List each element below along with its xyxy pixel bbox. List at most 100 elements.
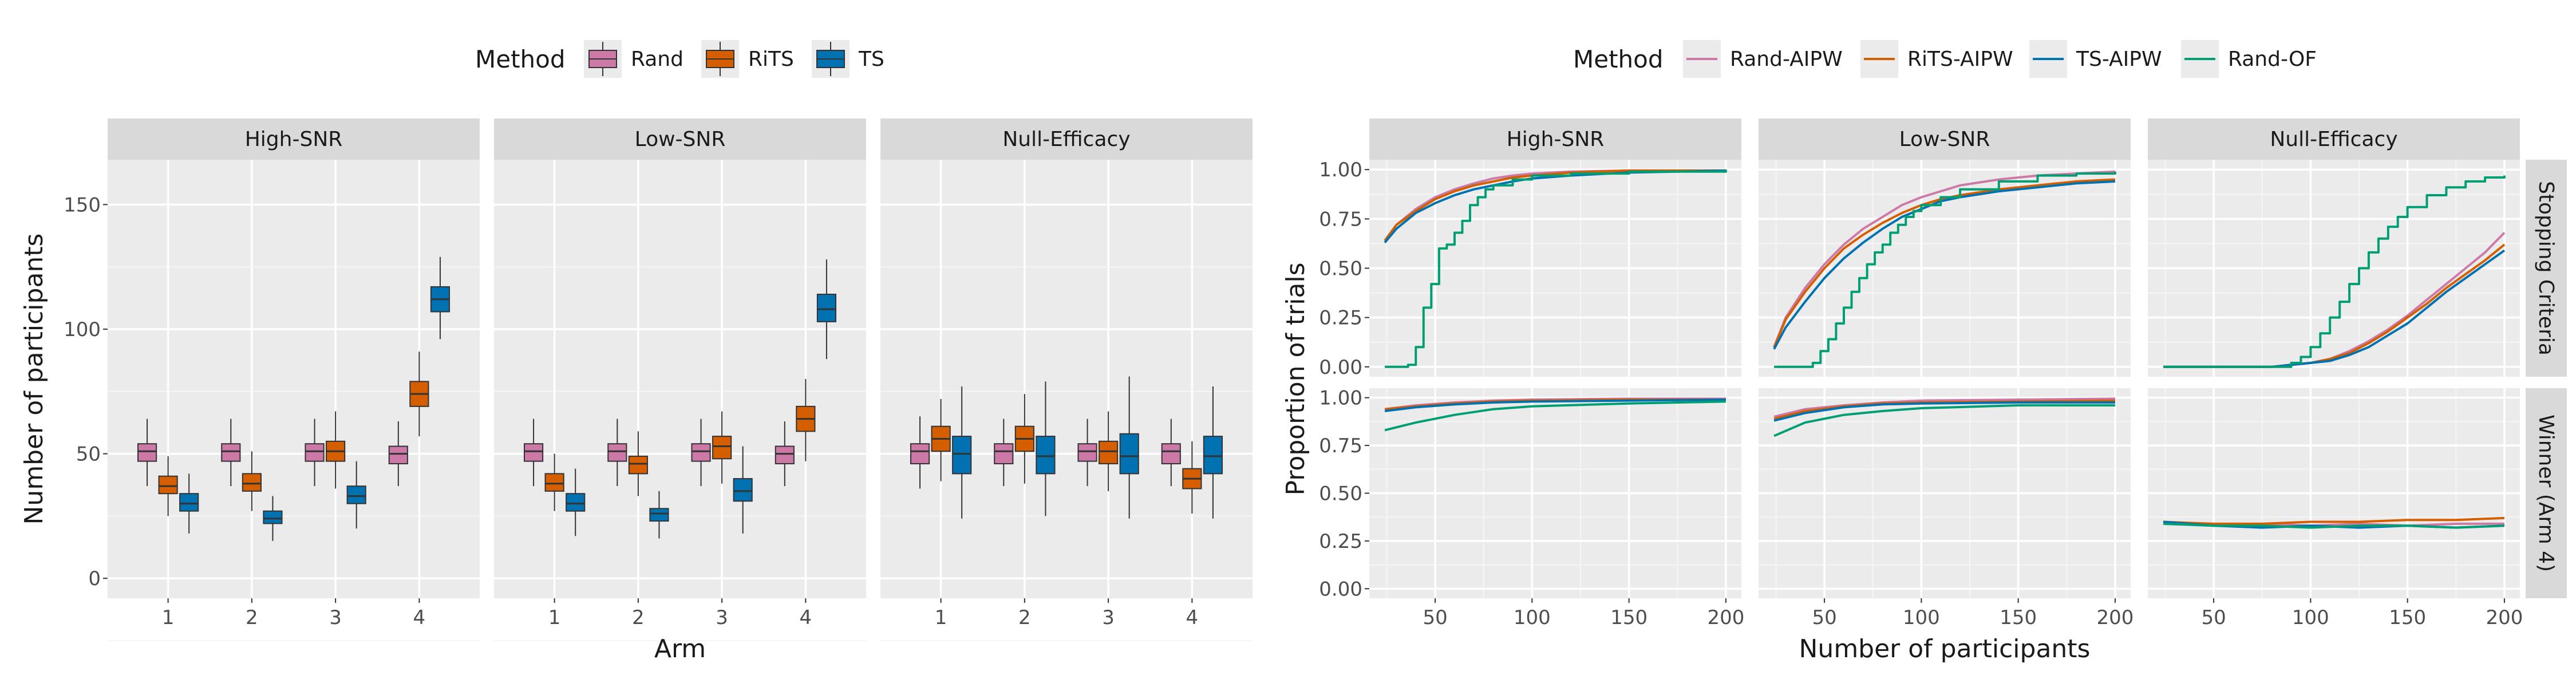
box-rand-arm1 [523,443,544,462]
box-rand-arm3 [1077,443,1097,462]
facet2-col-title: High-SNR [1507,128,1605,151]
y2-tick-label: 0.25 [1319,307,1362,330]
x-tick-label: 3 [1102,606,1115,629]
box-ts-arm2 [263,510,283,524]
x2-tick-label: 200 [1707,606,1744,629]
x2-tick-label: 150 [2000,606,2037,629]
x-tick-label: 2 [246,606,258,629]
x2-tick-label: 50 [1812,606,1836,629]
facet2-col-title: Low-SNR [1899,128,1990,151]
line-rand-of-3 [1384,400,1726,432]
box-ts-arm2 [1036,436,1056,475]
x2-tick-label: 100 [2292,606,2329,629]
x-tick-label: 4 [800,606,812,629]
box-rand-arm3 [691,443,711,462]
box-rits-arm2 [242,473,262,492]
box-rits-arm1 [158,475,178,495]
line-ts-aipw-3 [1384,398,1726,412]
box-rits-arm1 [544,473,564,492]
facet-strip [494,119,866,160]
facet2-col-title: Null-Efficacy [2270,128,2397,151]
box-rits-arm3 [712,436,732,460]
x2-tick-label: 150 [2389,606,2426,629]
legend-label-rand: Rand [631,48,683,71]
line-rand-of-0 [1385,169,1727,368]
x-tick-label: 2 [632,606,645,629]
legend-title: Method [475,45,566,73]
box-ts-arm3 [1119,433,1139,475]
line-ts-aipw-1 [1773,180,2116,350]
legend2-title: Method [1573,45,1664,73]
x-tick-label: 4 [413,606,426,629]
line-rits-aipw-1 [1773,178,2116,348]
box-rand-arm2 [221,443,241,462]
x-tick-label: 3 [716,606,728,629]
facet2-row-title: Winner (Arm 4) [2534,414,2558,572]
y2-tick-label: 0.25 [1319,530,1362,553]
y-tick-label: 50 [76,443,101,466]
legend-label-rits: RiTS [748,48,794,71]
y-tick-label: 0 [88,567,101,590]
facet2-row-title: Stopping Criteria [2534,181,2558,356]
line-rand-of-2 [2163,175,2506,368]
line-ts-aipw-2 [2163,249,2506,368]
box-ts-arm1 [952,436,972,475]
panel-bg [108,160,480,598]
facet-title-null-efficacy: Null-Efficacy [1002,128,1130,151]
x-tick-label: 1 [548,606,561,629]
y-tick-label: 150 [64,194,101,216]
y-tick-label: 100 [64,318,101,341]
x2-tick-label: 200 [2486,606,2523,629]
x-tick-label: 2 [1018,606,1031,629]
box-ts-arm3 [346,485,366,504]
y2-tick-label: 0.75 [1319,208,1362,231]
x2-tick-label: 200 [2096,606,2134,629]
y2-axis-title: Proportion of trials [1281,262,1310,495]
line-rand-of-1 [1774,171,2116,368]
line-rits-aipw-5 [2163,516,2504,525]
y2-tick-label: 0.50 [1319,483,1362,506]
facet-title-low-snr: Low-SNR [635,128,726,151]
y2-tick-label: 1.00 [1319,387,1362,410]
box-rits-arm3 [1099,440,1119,464]
facet-title-high-snr: High-SNR [245,128,343,151]
box-rand-arm1 [137,443,157,462]
x-tick-label: 1 [162,606,175,629]
box-rand-arm3 [305,443,325,462]
y2-tick-label: 0.50 [1319,258,1362,281]
y-axis-title: Number of participants [19,234,49,525]
box-rand-arm4 [1161,443,1181,464]
box-rand-arm4 [388,445,408,464]
box-rand-arm2 [607,443,627,462]
box-ts-arm3 [733,478,753,502]
y2-tick-label: 0.75 [1319,435,1362,457]
x-axis-title: Arm [654,634,706,664]
facet2-strip [2148,119,2520,160]
y2-tick-label: 1.00 [1319,159,1362,181]
box-ts-arm4 [1203,436,1223,475]
legend-label-ts: TS [858,48,884,71]
line-rand-of-4 [1773,404,2115,437]
facet-strip [880,119,1253,160]
x2-axis-title: Number of participants [1799,634,2091,664]
x-tick-label: 1 [935,606,947,629]
box-rand-arm4 [775,445,795,464]
facet2-strip [1369,119,1741,160]
panel-bg [494,160,866,598]
y2-tick-label: 0.00 [1319,578,1362,601]
facet2-row-strip [2526,160,2567,377]
legend2-label-rand-aipw: Rand-AIPW [1730,48,1843,71]
legend2-label-ts-aipw: TS-AIPW [2076,48,2162,71]
box-rits-arm2 [628,455,648,475]
x2-tick-label: 50 [1423,606,1447,629]
facet2-strip [1759,119,2131,160]
y2-tick-label: 0.00 [1319,356,1362,379]
x-tick-label: 4 [1186,606,1199,629]
box-rand-arm2 [994,443,1014,464]
line-rand-aipw-1 [1773,170,2116,348]
x-tick-label: 3 [329,606,342,629]
x2-tick-label: 100 [1514,606,1551,629]
box-ts-arm2 [649,508,669,522]
legend2-label-rits-aipw: RiTS-AIPW [1907,48,2013,71]
